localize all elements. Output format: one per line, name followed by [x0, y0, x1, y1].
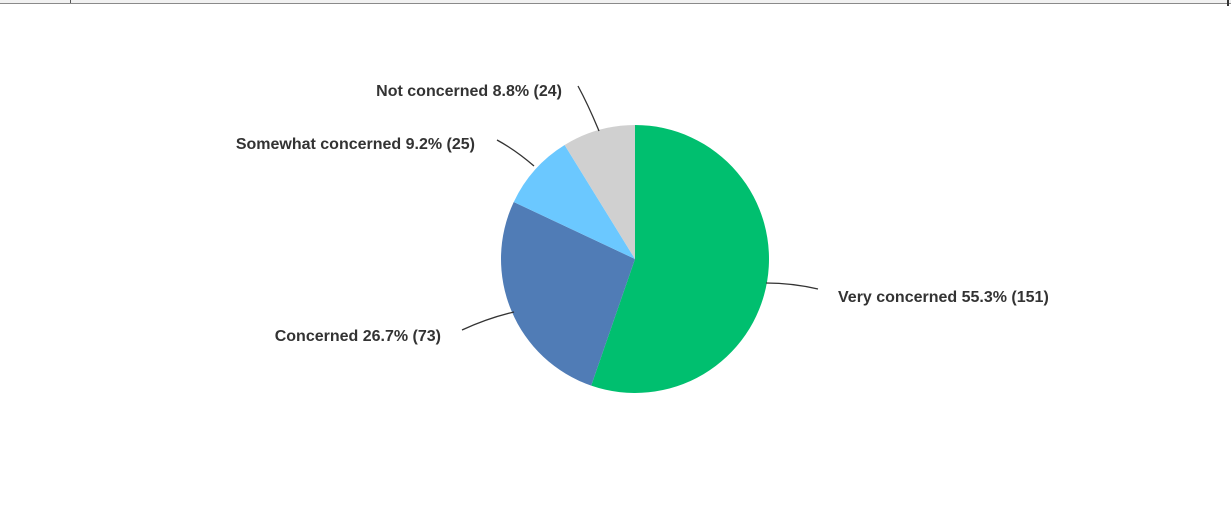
top-bar-tick [70, 0, 71, 3]
leader-line [496, 139, 535, 167]
window-top-bar [0, 0, 1231, 6]
leader-line [577, 85, 600, 132]
top-bar-edge [1227, 0, 1229, 6]
pie-slices [500, 125, 769, 393]
slice-label-somewhat-concerned: Somewhat concerned 9.2% (25) [236, 136, 475, 153]
slice-labels: Very concerned 55.3% (151) Concerned 26.7… [236, 83, 1049, 345]
slice-very-concerned[interactable] [591, 125, 769, 393]
slice-label-very-concerned: Very concerned 55.3% (151) [838, 289, 1049, 306]
slice-concerned[interactable] [500, 201, 635, 386]
slice-label-concerned: Concerned 26.7% (73) [275, 328, 441, 345]
leader-lines [461, 85, 819, 331]
leader-line [461, 311, 515, 331]
slice-label-not-concerned: Not concerned 8.8% (24) [376, 83, 562, 100]
slice-not-concerned[interactable] [564, 125, 635, 259]
leader-line [765, 282, 819, 290]
slice-somewhat-concerned[interactable] [513, 144, 635, 259]
